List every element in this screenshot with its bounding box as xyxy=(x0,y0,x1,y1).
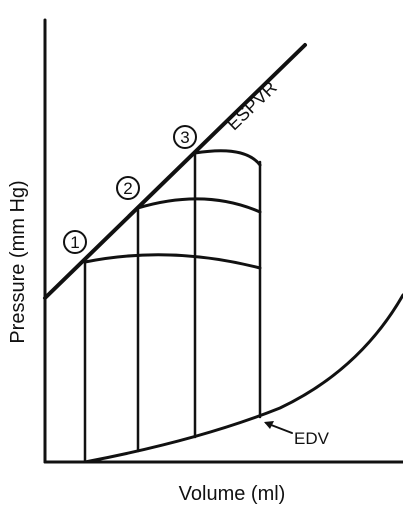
x-axis-label: Volume (ml) xyxy=(179,483,286,505)
y-axis-label: Pressure (mm Hg) xyxy=(7,180,29,343)
loop-2-label: 2 xyxy=(123,179,132,198)
espvr-line xyxy=(43,43,307,300)
loop-1-circle xyxy=(63,230,87,254)
loop-3-top xyxy=(193,149,262,167)
loop-3-circle xyxy=(173,125,197,149)
edv-curve xyxy=(83,293,403,464)
loop-3-label: 3 xyxy=(180,128,189,147)
loop-2-circle xyxy=(116,176,140,200)
edv-label: EDV xyxy=(294,429,330,448)
loop-1-top xyxy=(83,253,262,270)
loop-1-label: 1 xyxy=(70,233,79,252)
edv-arrowhead xyxy=(264,421,274,429)
loop-2-top xyxy=(136,197,262,214)
